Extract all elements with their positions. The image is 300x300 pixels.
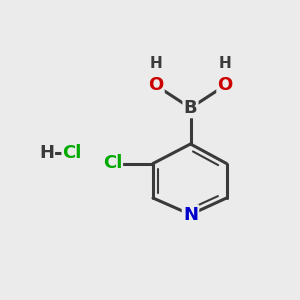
- Text: H: H: [39, 144, 54, 162]
- Text: Cl: Cl: [103, 154, 122, 172]
- Text: O: O: [218, 76, 232, 94]
- Text: B: B: [184, 99, 197, 117]
- Text: N: N: [183, 206, 198, 224]
- Text: H: H: [150, 56, 162, 70]
- Text: H: H: [219, 56, 231, 70]
- Text: O: O: [148, 76, 164, 94]
- Text: Cl: Cl: [62, 144, 82, 162]
